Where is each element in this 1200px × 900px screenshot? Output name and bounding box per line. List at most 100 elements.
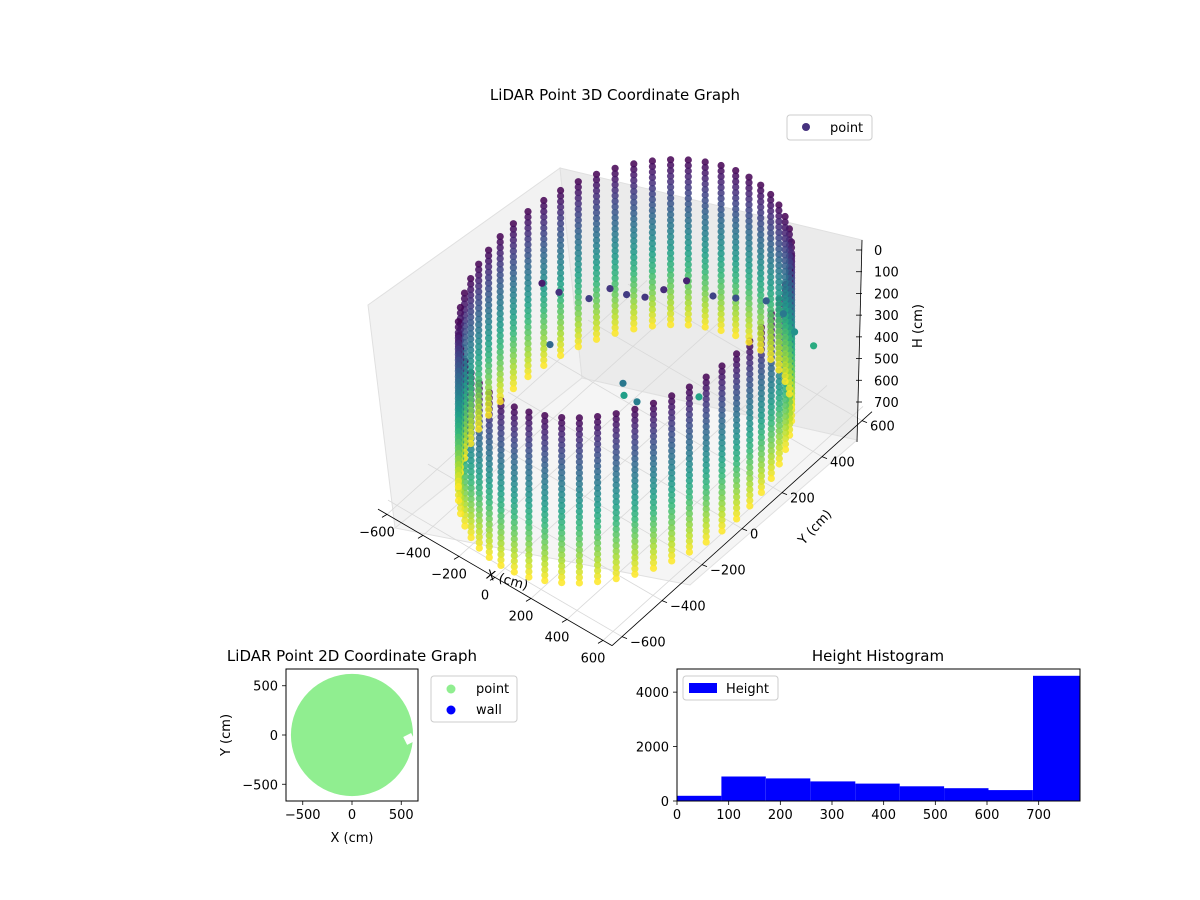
- plot3d-point: [546, 341, 554, 349]
- plot3d-point: [611, 219, 619, 227]
- plot3d-point: [648, 217, 657, 226]
- plot3d-point: [485, 537, 493, 545]
- plot3d-point: [541, 560, 549, 568]
- plot3d-point: [612, 558, 620, 566]
- plot3d-point: [509, 242, 517, 250]
- plot3d-point: [718, 378, 726, 387]
- plot3d-point: [667, 167, 675, 175]
- plot3d-point: [775, 410, 783, 419]
- plot3d-point: [757, 472, 766, 480]
- plot3d-point: [525, 480, 533, 488]
- plot3d-point: [525, 524, 533, 532]
- plot3d-point: [558, 452, 566, 460]
- plot3d-point: [733, 471, 741, 479]
- plot3d-point: [702, 428, 710, 436]
- plot3d-point: [701, 312, 709, 320]
- plot3d-point: [575, 447, 584, 455]
- plot3d-point: [767, 190, 775, 199]
- plot3d-point: [732, 271, 740, 279]
- plot3d-point: [612, 509, 620, 517]
- plot3d-point: [668, 469, 676, 477]
- plot3d-point: [733, 493, 741, 501]
- plot3d-point: [612, 525, 620, 533]
- plot3d: LiDAR Point 3D Coordinate Graph −600−400…: [359, 86, 926, 666]
- plot3d-point: [541, 494, 549, 502]
- plot3d-point: [509, 231, 517, 239]
- plot3d-point: [757, 181, 765, 189]
- histogram-bars: [677, 675, 1080, 801]
- plot3d-point: [541, 571, 549, 579]
- plot3d-point: [775, 432, 783, 441]
- plot3d-point: [745, 179, 753, 187]
- plot3d-point: [757, 455, 766, 463]
- plot3d-point: [746, 447, 754, 455]
- plot3d-point: [745, 212, 753, 220]
- plot3d-point: [648, 245, 657, 253]
- plot3d-point: [454, 378, 462, 386]
- plot3d-point: [454, 417, 462, 425]
- plot3d-point: [649, 487, 658, 495]
- plot3d-x-tick-label: 200: [509, 609, 534, 624]
- plot3d-point: [467, 330, 475, 338]
- plot3d-point: [757, 433, 766, 441]
- plot3d-point: [540, 229, 548, 238]
- plot3d-point: [745, 234, 753, 242]
- plot3d-point: [684, 310, 692, 318]
- plot3d-point: [467, 468, 475, 476]
- plot3d-point: [732, 227, 740, 235]
- plot3d-point: [668, 551, 676, 560]
- plot3d-point: [718, 433, 726, 442]
- plot3d-point: [757, 247, 765, 255]
- plot3d-point: [757, 242, 765, 250]
- plot3d-point: [525, 414, 533, 422]
- plot3d-point: [594, 484, 602, 492]
- plot3d-point: [497, 468, 505, 476]
- plot3d-point: [485, 509, 493, 517]
- plot3d-point: [649, 443, 658, 451]
- plot2d-point-disc: [290, 673, 414, 797]
- plot3d-point: [510, 535, 518, 543]
- plot3d-point: [574, 200, 582, 208]
- plot3d-point: [648, 195, 657, 204]
- plot3d-point: [630, 242, 638, 250]
- plot3d-point: [757, 253, 765, 261]
- plot3d-point: [781, 418, 790, 426]
- plot3d-point: [475, 365, 483, 373]
- plot3d-point: [485, 296, 493, 304]
- plot3d-point: [454, 466, 462, 474]
- plot3d-point: [592, 209, 601, 217]
- plot3d-point: [540, 312, 548, 320]
- plot3d-point: [667, 205, 675, 213]
- plot3d-point: [467, 440, 475, 448]
- plot3d-point: [541, 577, 549, 585]
- plot3d-point: [475, 445, 483, 453]
- plot3d-point: [702, 445, 710, 453]
- plot3d-point: [732, 222, 740, 230]
- plot3d-point: [745, 316, 753, 324]
- plot3d-point: [461, 522, 469, 530]
- plot3d-point: [475, 359, 483, 367]
- plot3d-point: [475, 456, 483, 464]
- plot3d-point: [575, 540, 584, 549]
- plot3d-point: [648, 223, 657, 231]
- plot3d-point: [685, 400, 694, 408]
- plot3d-point: [733, 476, 741, 484]
- plot3d-point: [540, 268, 548, 276]
- plot2d-xlabel: X (cm): [331, 831, 374, 846]
- plot3d-point: [485, 548, 493, 556]
- plot3d-point: [485, 438, 493, 446]
- plot3d-x-tick: [525, 598, 532, 602]
- plot3d-point: [746, 348, 754, 356]
- plot3d-point: [775, 289, 783, 297]
- plot3d-point: [648, 228, 657, 237]
- plot3d-point: [454, 496, 463, 505]
- plot3d-x-tick: [453, 556, 460, 560]
- plot3d-point: [497, 490, 505, 498]
- plot3d-point: [524, 329, 532, 337]
- plot3d-x-tick: [381, 514, 388, 518]
- plot3d-point: [701, 284, 709, 293]
- plot3d-point: [612, 503, 620, 511]
- plot3d-point: [733, 416, 741, 424]
- histogram: Height Histogram 0 100 200 300 400 500 600 7000…: [636, 647, 1081, 823]
- plot3d-point: [541, 522, 549, 530]
